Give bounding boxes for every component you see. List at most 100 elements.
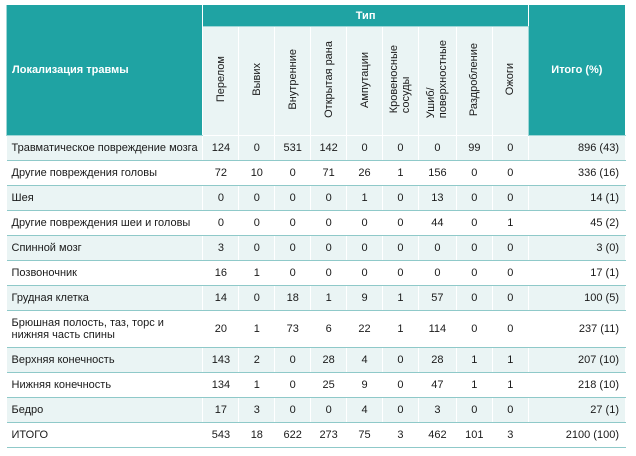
cell-value: 0 — [381, 397, 419, 423]
cell-value: 1 — [491, 210, 529, 236]
row-location: Травматическое повреждение мозга — [6, 135, 204, 161]
injury-table: Локализация травмы Тип Итого (%) Перелом… — [5, 4, 627, 448]
cell-value: 0 — [274, 372, 312, 398]
cell-value: 0 — [238, 185, 276, 211]
cell-value: 622 — [274, 422, 312, 448]
cell-value: 101 — [455, 422, 493, 448]
row-location: Спинной мозг — [6, 235, 204, 261]
cell-value: 0 — [202, 210, 240, 236]
row-total: 336 (16) — [527, 160, 627, 186]
column-header: Вывих — [238, 26, 276, 136]
cell-value: 531 — [274, 135, 312, 161]
table-row: Другие повреждения шеи и головы 0 0 0 0 0 0 44 0… — [6, 210, 627, 236]
row-location: Грудная клетка — [6, 285, 204, 311]
cell-value: 0 — [455, 210, 493, 236]
cell-value: 0 — [274, 397, 312, 423]
cell-value: 0 — [346, 235, 383, 261]
injury-table-container: Локализация травмы Тип Итого (%) Перелом… — [5, 4, 627, 448]
column-header: Перелом — [202, 26, 240, 136]
cell-value: 14 — [202, 285, 240, 311]
row-total: 100 (5) — [527, 285, 627, 311]
cell-value: 0 — [346, 135, 383, 161]
cell-value: 0 — [491, 260, 529, 286]
cell-value: 1 — [238, 372, 276, 398]
cell-value: 0 — [310, 210, 348, 236]
cell-value: 0 — [310, 185, 348, 211]
column-header-label: Внутренние — [286, 49, 299, 110]
cell-value: 0 — [455, 285, 493, 311]
cell-value: 71 — [310, 160, 348, 186]
cell-value: 44 — [417, 210, 457, 236]
row-total: 17 (1) — [527, 260, 627, 286]
cell-value: 22 — [346, 310, 383, 348]
table-row: ИТОГО 543 18 622 273 75 3 462 101 3 2100 (100) — [6, 422, 627, 448]
cell-value: 543 — [202, 422, 240, 448]
row-location: Шея — [6, 185, 204, 211]
cell-value: 273 — [310, 422, 348, 448]
cell-value: 0 — [381, 260, 419, 286]
cell-value: 0 — [238, 210, 276, 236]
row-total: 14 (1) — [527, 185, 627, 211]
cell-value: 1 — [238, 310, 276, 348]
column-header-label: Ожоги — [504, 63, 517, 96]
cell-value: 0 — [202, 185, 240, 211]
cell-value: 0 — [381, 210, 419, 236]
column-header-label: Ампутации — [358, 51, 371, 108]
cell-value: 142 — [310, 135, 348, 161]
column-header-label: Ушиб/ поверхностные — [425, 40, 450, 119]
cell-value: 1 — [381, 310, 419, 348]
cell-value: 26 — [346, 160, 383, 186]
cell-value: 0 — [455, 160, 493, 186]
table-row: Позвоночник 16 1 0 0 0 0 0 0 0 17 (1) — [6, 260, 627, 286]
column-header-label: Раздробление — [468, 42, 481, 117]
row-total: 896 (43) — [527, 135, 627, 161]
cell-value: 4 — [346, 397, 383, 423]
column-header: Открытая рана — [310, 26, 348, 136]
cell-value: 3 — [491, 422, 529, 448]
column-header: Ожоги — [491, 26, 529, 136]
table-row: Нижняя конечность 134 1 0 25 9 0 47 1 1 218 (10) — [6, 372, 627, 398]
cell-value: 9 — [346, 285, 383, 311]
cell-value: 0 — [274, 185, 312, 211]
row-location: Другие повреждения головы — [6, 160, 204, 186]
cell-value: 1 — [346, 185, 383, 211]
cell-value: 1 — [310, 285, 348, 311]
row-location: Брюшная полость, таз, торс и нижняя част… — [6, 310, 204, 348]
cell-value: 73 — [274, 310, 312, 348]
cell-value: 28 — [417, 347, 457, 373]
cell-value: 0 — [274, 210, 312, 236]
table-row: Другие повреждения головы 72 10 0 71 26 1 156 0 0… — [6, 160, 627, 186]
cell-value: 0 — [381, 235, 419, 261]
table-row: Спинной мозг 3 0 0 0 0 0 0 0 0 3 (0) — [6, 235, 627, 261]
row-total: 3 (0) — [527, 235, 627, 261]
column-header: Ушиб/ поверхностные — [417, 26, 457, 136]
cell-value: 3 — [202, 235, 240, 261]
cell-value: 3 — [381, 422, 419, 448]
cell-value: 28 — [310, 347, 348, 373]
table-body: Травматическое повреждение мозга 124 0 531 1… — [6, 135, 627, 448]
cell-value: 0 — [491, 310, 529, 348]
type-group-header: Тип — [202, 4, 529, 27]
cell-value: 47 — [417, 372, 457, 398]
table-row: Бедро 17 3 0 0 4 0 3 0 0 27 (1) — [6, 397, 627, 423]
cell-value: 20 — [202, 310, 240, 348]
cell-value: 3 — [417, 397, 457, 423]
cell-value: 1 — [491, 372, 529, 398]
cell-value: 2 — [238, 347, 276, 373]
cell-value: 156 — [417, 160, 457, 186]
row-total: 237 (11) — [527, 310, 627, 348]
row-location: Бедро — [6, 397, 204, 423]
column-header: Кровеносные сосуды — [381, 26, 419, 136]
column-header-label: Кровеносные сосуды — [388, 45, 413, 114]
cell-value: 0 — [455, 260, 493, 286]
column-header-label: Перелом — [214, 56, 227, 103]
cell-value: 0 — [491, 160, 529, 186]
cell-value: 0 — [274, 160, 312, 186]
row-total: 207 (10) — [527, 347, 627, 373]
cell-value: 0 — [417, 260, 457, 286]
table-row: Грудная клетка 14 0 18 1 9 1 57 0 0 100 (5) — [6, 285, 627, 311]
cell-value: 75 — [346, 422, 383, 448]
cell-value: 0 — [455, 185, 493, 211]
cell-value: 0 — [491, 135, 529, 161]
cell-value: 0 — [417, 235, 457, 261]
